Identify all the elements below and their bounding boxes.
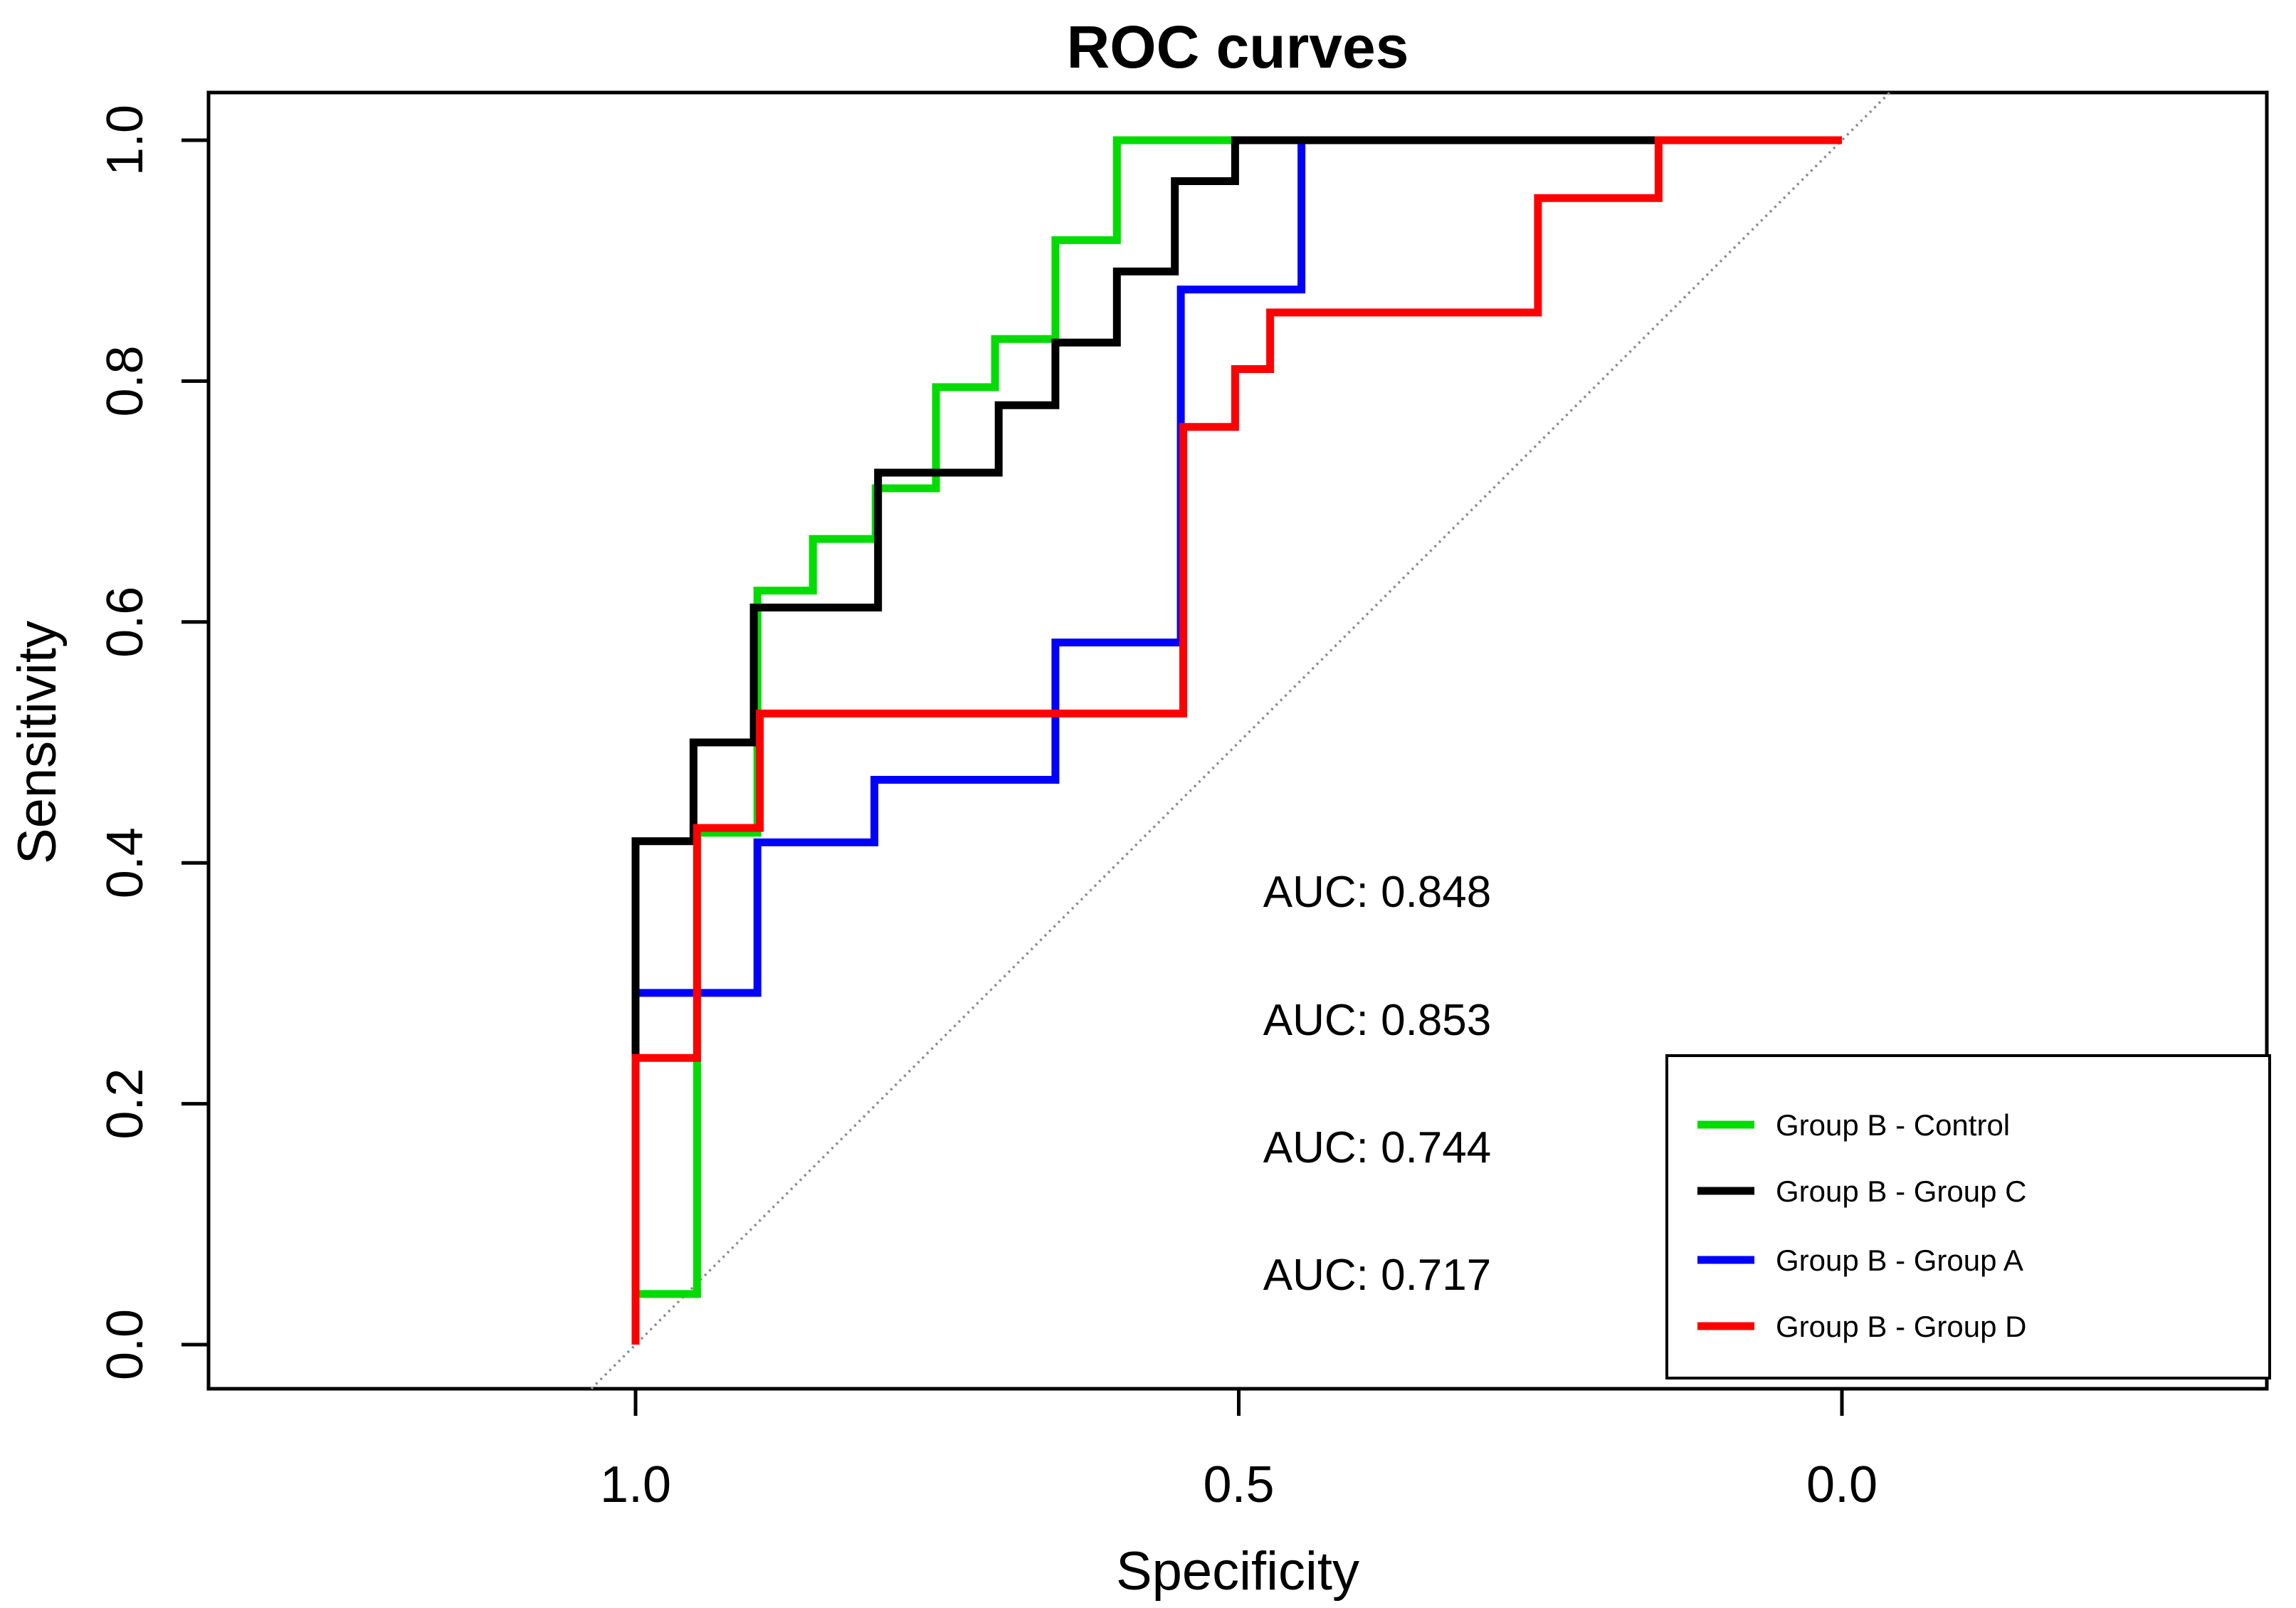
- auc-label-black: AUC: 0.853: [1263, 996, 1492, 1045]
- chance-diagonal: [590, 91, 1891, 1390]
- chart-title: ROC curves: [1067, 14, 1409, 80]
- legend-label: Group B - Group C: [1776, 1175, 2026, 1208]
- auc-label-blue: AUC: 0.744: [1263, 1123, 1492, 1172]
- auc-label-red: AUC: 0.717: [1263, 1251, 1492, 1300]
- roc-curve-group-b-control: [631, 136, 1842, 1345]
- legend-label: Group B - Group D: [1776, 1310, 2026, 1343]
- auc-label-green: AUC: 0.848: [1263, 868, 1492, 917]
- axis-ticks: 1.0 0.5 0.0 0.0 0.2 0.4 0.6 0.8 1.0: [97, 105, 1878, 1513]
- y-tick-label: 0.2: [97, 1068, 154, 1140]
- y-tick-label: 1.0: [97, 105, 154, 176]
- roc-curve-group-b-group-c: [631, 136, 1842, 1345]
- x-tick-label: 0.5: [1203, 1456, 1274, 1513]
- roc-curves: [631, 136, 1842, 1345]
- roc-curve-group-b-group-d: [631, 136, 1842, 1345]
- y-tick-label: 0.8: [97, 345, 154, 416]
- x-tick-label: 1.0: [600, 1456, 671, 1513]
- x-tick-label: 0.0: [1806, 1456, 1878, 1513]
- x-axis-title: Specificity: [1116, 1541, 1359, 1602]
- legend: Group B - Control Group B - Group C Grou…: [1665, 1054, 2271, 1380]
- legend-box: [1665, 1054, 2271, 1380]
- y-tick-label: 0.4: [97, 827, 154, 898]
- legend-label: Group B - Control: [1776, 1108, 2010, 1142]
- legend-label: Group B - Group A: [1776, 1244, 2023, 1277]
- chance-diagonal-line: [590, 91, 1891, 1390]
- y-tick-label: 0.0: [97, 1309, 154, 1380]
- y-axis-title: Sensitivity: [7, 621, 68, 864]
- roc-curve-group-b-group-a: [631, 136, 1842, 1345]
- y-tick-label: 0.6: [97, 587, 154, 658]
